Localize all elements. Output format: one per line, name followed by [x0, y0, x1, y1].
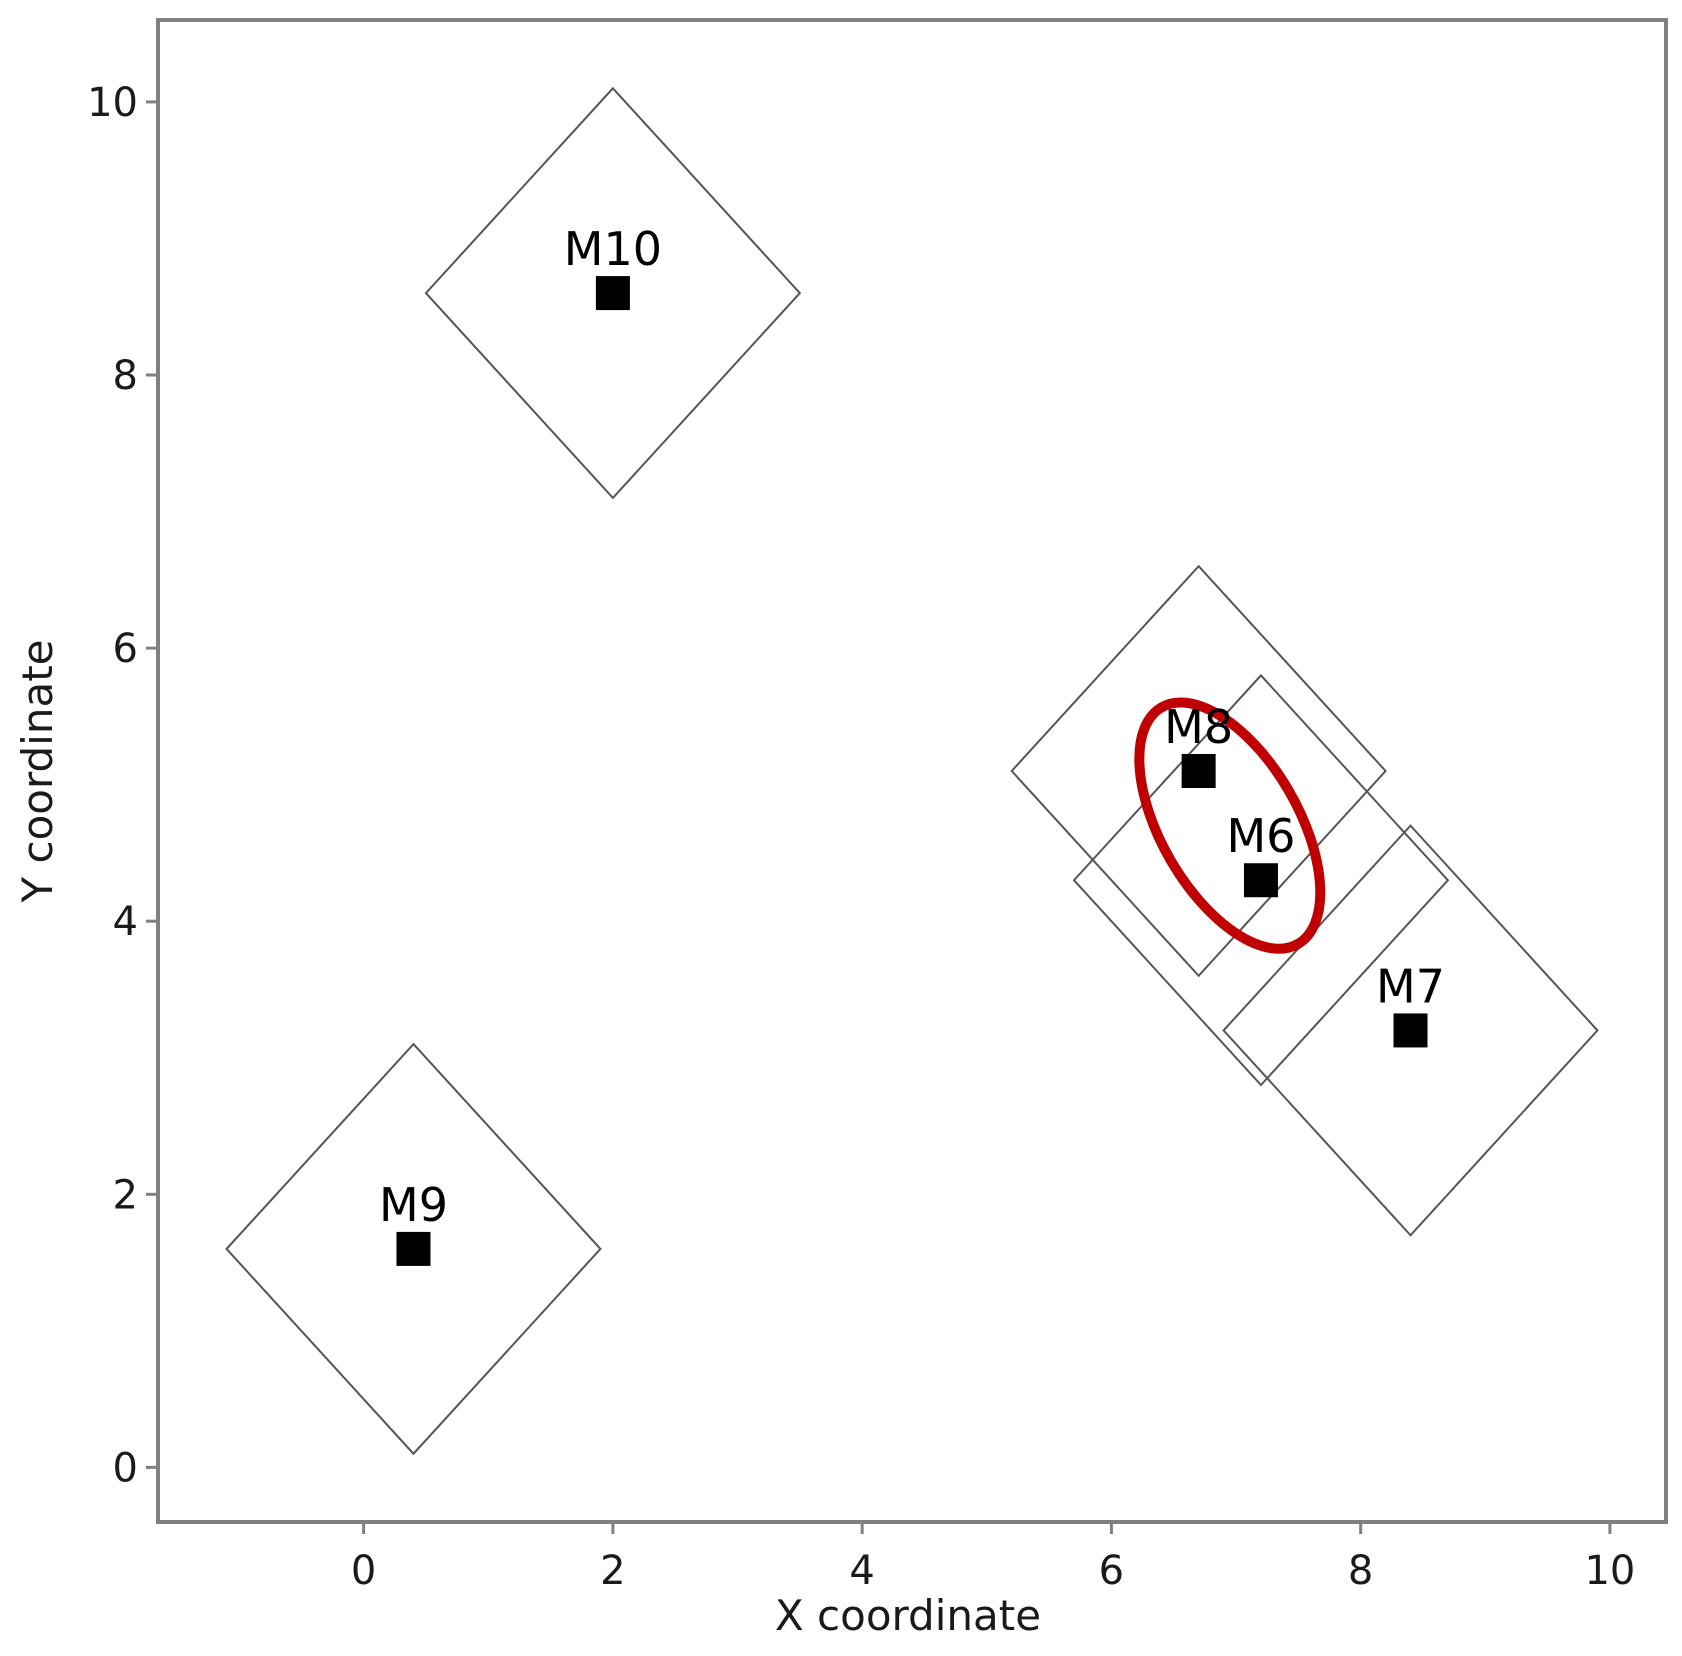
diamond-m9: [225, 1042, 602, 1456]
diamond-m10: [424, 86, 802, 500]
point-label-m9: M9: [379, 1178, 448, 1232]
diamond-m7: [1222, 824, 1599, 1237]
marker-m7: [1393, 1013, 1428, 1048]
point-label-m10: M10: [564, 222, 662, 276]
y-tick-label: 2: [113, 1172, 138, 1218]
y-tick-label: 4: [113, 899, 138, 945]
marker-m6: [1243, 863, 1278, 898]
x-tick-label: 0: [351, 1548, 376, 1594]
diamond-m6: [1072, 673, 1450, 1087]
plot-frame: [156, 18, 1668, 1524]
y-axis-label: Y coordinate: [13, 639, 62, 903]
x-tick-label: 2: [600, 1548, 625, 1594]
marker-m8: [1181, 754, 1216, 788]
point-markers: [396, 276, 1428, 1266]
diamond-m8: [1010, 564, 1387, 978]
x-tick-label: 6: [1099, 1548, 1124, 1594]
x-tick-label: 8: [1348, 1548, 1373, 1594]
y-axis-ticks: 0 2 4 6 8 10: [87, 80, 158, 1491]
x-axis-label: X coordinate: [775, 1591, 1041, 1640]
point-label-m8: M8: [1164, 700, 1233, 754]
y-tick-label: 8: [113, 353, 138, 399]
point-labels: M10 M8 M6 M7 M9: [379, 222, 1445, 1232]
y-tick-label: 6: [113, 626, 138, 672]
highlight-ellipse: [1134, 697, 1326, 954]
x-axis-ticks: 0 2 4 6 8 10: [351, 1522, 1635, 1594]
diamond-regions: [225, 86, 1599, 1456]
x-tick-label: 10: [1584, 1548, 1635, 1594]
point-label-m7: M7: [1376, 959, 1445, 1013]
highlight-layer: [1134, 697, 1326, 954]
y-tick-label: 10: [87, 80, 138, 126]
y-tick-label: 0: [113, 1445, 138, 1491]
marker-m9: [396, 1231, 431, 1266]
point-label-m6: M6: [1226, 809, 1295, 863]
marker-m10: [595, 276, 630, 311]
x-tick-label: 4: [849, 1548, 874, 1594]
